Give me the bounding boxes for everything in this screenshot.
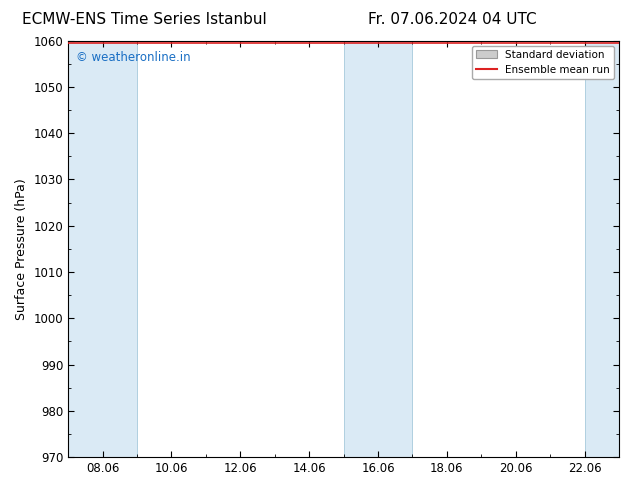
Legend: Standard deviation, Ensemble mean run: Standard deviation, Ensemble mean run bbox=[472, 46, 614, 79]
Text: ECMW-ENS Time Series Istanbul: ECMW-ENS Time Series Istanbul bbox=[22, 12, 266, 27]
Y-axis label: Surface Pressure (hPa): Surface Pressure (hPa) bbox=[15, 178, 28, 320]
Bar bbox=[344, 41, 413, 457]
Text: © weatheronline.in: © weatheronline.in bbox=[77, 51, 191, 64]
Bar bbox=[68, 41, 137, 457]
Bar bbox=[585, 41, 619, 457]
Text: Fr. 07.06.2024 04 UTC: Fr. 07.06.2024 04 UTC bbox=[368, 12, 536, 27]
